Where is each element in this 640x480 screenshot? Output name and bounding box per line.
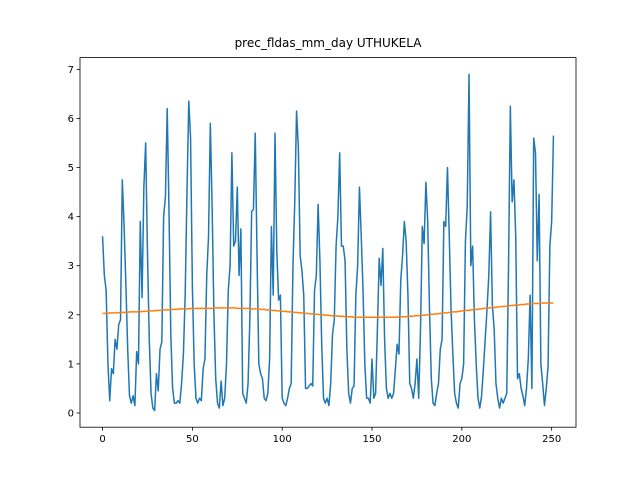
x-tick-label: 50 <box>186 434 199 445</box>
x-tick-label: 250 <box>542 434 561 445</box>
x-tick-label: 200 <box>452 434 471 445</box>
x-tick-label: 150 <box>362 434 381 445</box>
chart-title: prec_fldas_mm_day UTHUKELA <box>235 36 423 50</box>
data-line <box>101 73 555 412</box>
y-tick-label: 2 <box>68 310 74 321</box>
y-tick-label: 1 <box>68 359 74 370</box>
plot-frame <box>79 57 577 428</box>
y-tick-label: 6 <box>68 114 74 125</box>
x-tick-label: 0 <box>99 434 105 445</box>
y-tick-label: 3 <box>68 261 74 272</box>
y-tick-label: 0 <box>68 408 74 419</box>
x-tick-label: 100 <box>273 434 292 445</box>
y-tick-label: 5 <box>68 163 74 174</box>
data-line <box>102 302 554 319</box>
y-tick-label: 7 <box>68 65 74 76</box>
y-tick-label: 4 <box>68 212 74 223</box>
